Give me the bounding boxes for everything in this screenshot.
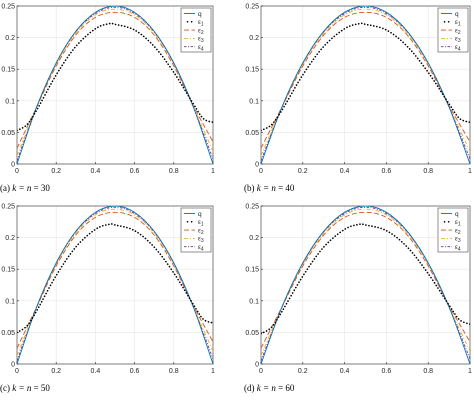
y-tick-label: 0.15 bbox=[1, 67, 15, 74]
x-tick-label: 1 bbox=[211, 368, 215, 375]
legend-label: ε4 bbox=[198, 244, 204, 253]
x-tick-label: 0.8 bbox=[423, 368, 433, 375]
panel-caption: (d) k = n = 60 bbox=[244, 383, 295, 393]
panel-caption: (c) k = n = 50 bbox=[0, 383, 50, 393]
series-line-q bbox=[261, 206, 470, 364]
y-tick-label: 0 bbox=[11, 162, 15, 169]
legend-label: ε2 bbox=[455, 227, 461, 236]
x-tick-label: 0.6 bbox=[382, 168, 392, 175]
y-tick-label: 0.25 bbox=[245, 4, 259, 11]
y-tick-label: 0.15 bbox=[245, 267, 259, 274]
series-line-eps2 bbox=[261, 11, 470, 149]
x-tick-label: 0.4 bbox=[91, 368, 101, 375]
legend-label: ε3 bbox=[198, 36, 204, 45]
x-tick-label: 0.6 bbox=[130, 168, 140, 175]
series-line-eps1 bbox=[261, 223, 470, 335]
x-tick-label: 1 bbox=[468, 168, 472, 175]
series-line-eps1 bbox=[17, 223, 213, 334]
y-tick-label: 0 bbox=[255, 362, 259, 369]
legend-label: ε2 bbox=[455, 27, 461, 36]
x-tick-label: 0.8 bbox=[169, 168, 179, 175]
legend-label: q bbox=[198, 211, 202, 218]
x-tick-label: 1 bbox=[211, 168, 215, 175]
legend-label: ε4 bbox=[455, 244, 461, 253]
legend-label: q bbox=[198, 11, 202, 18]
legend-label: ε2 bbox=[198, 227, 204, 236]
x-tick-label: 0.4 bbox=[340, 168, 350, 175]
series-line-eps2 bbox=[17, 211, 213, 349]
x-tick-label: 0 bbox=[15, 168, 19, 175]
x-tick-label: 0.8 bbox=[423, 168, 433, 175]
x-tick-label: 0 bbox=[259, 368, 263, 375]
legend-label: ε1 bbox=[455, 19, 461, 28]
y-tick-label: 0.25 bbox=[1, 204, 15, 211]
y-tick-label: 0.1 bbox=[249, 98, 259, 105]
series-line-q bbox=[17, 206, 213, 364]
y-tick-label: 0 bbox=[255, 162, 259, 169]
series-line-q bbox=[17, 6, 213, 164]
series-line-eps2 bbox=[17, 11, 213, 149]
y-tick-label: 0 bbox=[11, 362, 15, 369]
legend-label: ε1 bbox=[455, 219, 461, 228]
chart-panel-1: 0 0.2 0.4 0.6 0.8 1 0 0.05 0.1 0.15 0.2 0.25 qε1ε2ε3… bbox=[0, 4, 215, 194]
y-tick-label: 0.2 bbox=[5, 235, 15, 242]
y-tick-label: 0.25 bbox=[245, 204, 259, 211]
series-line-eps3 bbox=[17, 8, 213, 156]
series-line-eps3 bbox=[261, 208, 470, 356]
y-tick-label: 0.05 bbox=[245, 130, 259, 137]
panel-caption: (b) k = n = 40 bbox=[244, 183, 295, 193]
legend-label: q bbox=[455, 11, 459, 18]
series-line-eps3 bbox=[17, 208, 213, 356]
x-tick-label: 0 bbox=[15, 368, 19, 375]
series-line-q bbox=[261, 6, 470, 164]
series-line-eps3 bbox=[261, 8, 470, 156]
x-tick-label: 0.2 bbox=[51, 368, 61, 375]
x-tick-label: 0 bbox=[259, 168, 263, 175]
y-tick-label: 0.1 bbox=[5, 98, 15, 105]
legend-label: ε3 bbox=[455, 236, 461, 245]
legend-label: ε4 bbox=[455, 44, 461, 53]
y-tick-label: 0.2 bbox=[249, 35, 259, 42]
y-tick-label: 0.15 bbox=[1, 267, 15, 274]
x-tick-label: 1 bbox=[468, 368, 472, 375]
chart-panel-2: 0 0.2 0.4 0.6 0.8 1 0 0.05 0.1 0.15 0.2 0.25 qε1ε2ε3… bbox=[244, 4, 472, 194]
y-tick-label: 0.25 bbox=[1, 4, 15, 11]
y-tick-label: 0.05 bbox=[245, 330, 259, 337]
legend-label: ε1 bbox=[198, 19, 204, 28]
x-tick-label: 0.2 bbox=[51, 168, 61, 175]
legend-label: q bbox=[455, 211, 459, 218]
legend-label: ε1 bbox=[198, 219, 204, 228]
x-tick-label: 0.4 bbox=[340, 368, 350, 375]
y-tick-label: 0.1 bbox=[5, 298, 15, 305]
series-line-eps2 bbox=[261, 211, 470, 349]
x-tick-label: 0.6 bbox=[130, 368, 140, 375]
legend-label: ε3 bbox=[455, 36, 461, 45]
y-tick-label: 0.2 bbox=[5, 35, 15, 42]
y-tick-label: 0.05 bbox=[1, 330, 15, 337]
legend-label: ε3 bbox=[198, 236, 204, 245]
x-tick-label: 0.6 bbox=[382, 368, 392, 375]
legend-label: ε4 bbox=[198, 44, 204, 53]
chart-panel-4: 0 0.2 0.4 0.6 0.8 1 0 0.05 0.1 0.15 0.2 0.25 qε1ε2ε3… bbox=[244, 204, 472, 394]
legend-label: ε2 bbox=[198, 27, 204, 36]
x-tick-label: 0.4 bbox=[91, 168, 101, 175]
series-line-eps1 bbox=[261, 22, 470, 132]
y-tick-label: 0.05 bbox=[1, 130, 15, 137]
x-tick-label: 0.2 bbox=[298, 368, 308, 375]
y-tick-label: 0.1 bbox=[249, 298, 259, 305]
x-tick-label: 0.8 bbox=[169, 368, 179, 375]
chart-panel-3: 0 0.2 0.4 0.6 0.8 1 0 0.05 0.1 0.15 0.2 0.25 qε1ε2ε3… bbox=[0, 204, 215, 394]
panel-caption: (a) k = n = 30 bbox=[0, 183, 50, 193]
y-tick-label: 0.15 bbox=[245, 67, 259, 74]
x-tick-label: 0.2 bbox=[298, 168, 308, 175]
series-line-eps1 bbox=[17, 22, 213, 132]
y-tick-label: 0.2 bbox=[249, 235, 259, 242]
